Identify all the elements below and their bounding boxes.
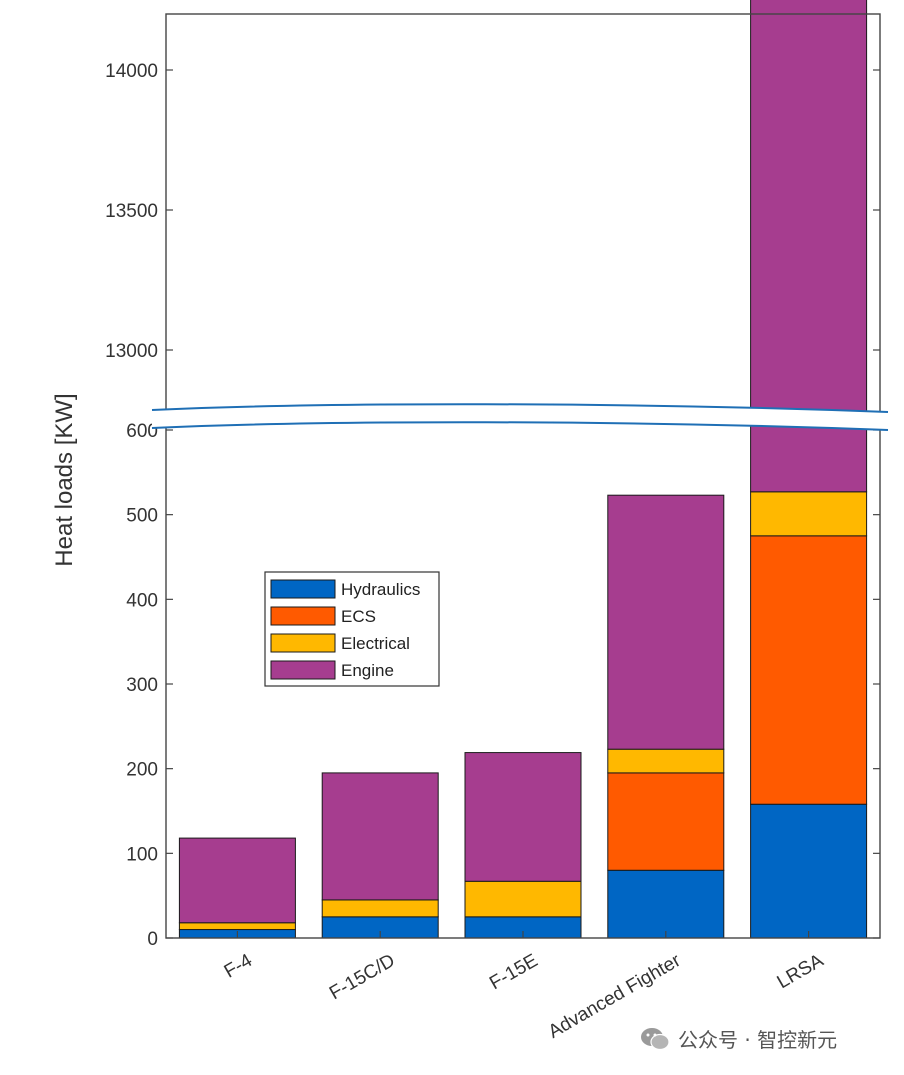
y-tick-label: 500	[126, 506, 158, 527]
x-tick-label: F-15E	[486, 950, 541, 994]
y-tick-label: 100	[126, 844, 158, 865]
y-tick-label: 400	[126, 590, 158, 611]
y-tick-label: 300	[126, 675, 158, 696]
y-tick-label: 13500	[105, 201, 158, 222]
x-tick-label: F-15C/D	[326, 950, 399, 1004]
break-band	[152, 404, 888, 430]
x-tick-label: F-4	[221, 950, 257, 983]
bar-segment-hydraulics-4	[607, 869, 725, 939]
y-axis-label: Heat loads [KW]	[51, 393, 78, 566]
bar-segment-engine-4	[607, 494, 725, 750]
bar-segment-electrical-4	[607, 748, 725, 774]
y-tick-label: 200	[126, 760, 158, 781]
legend: Hydraulics ECS Electrical Engine	[264, 571, 440, 687]
bar-segment-electrical-5	[750, 491, 868, 537]
bar-segment-ecs-4	[607, 772, 725, 871]
bar-segment-electrical-3	[464, 880, 582, 918]
break-line-bottom	[151, 421, 889, 431]
x-tick-label: LRSA	[774, 950, 828, 993]
watermark-text: 公众号 · 智控新元	[678, 1028, 838, 1052]
legend-label-engine: Engine	[341, 661, 394, 680]
legend-swatch-electrical	[270, 633, 336, 653]
legend-swatch-hydraulics	[270, 579, 336, 599]
bar-segment-engine-1	[178, 837, 296, 924]
legend-label-hydraulics: Hydraulics	[341, 580, 420, 599]
legend-swatch-engine	[270, 660, 336, 680]
legend-label-electrical: Electrical	[341, 634, 410, 653]
bar-segment-engine-2	[321, 772, 439, 901]
y-tick-label: 600	[126, 421, 158, 442]
break-line-top	[151, 403, 889, 413]
legend-label-ecs: ECS	[341, 607, 376, 626]
bar-segment-hydraulics-5	[750, 803, 868, 939]
legend-swatch-ecs	[270, 606, 336, 626]
axis-break	[151, 403, 889, 431]
bar-segment-electrical-2	[321, 899, 439, 918]
bar-segment-electrical-1	[178, 922, 296, 931]
y-tick-label: 14000	[105, 61, 158, 82]
bars-layer	[178, 0, 868, 939]
bar-segment-engine-3	[464, 752, 582, 882]
y-tick-label: 0	[147, 929, 158, 950]
bar-segment-ecs-5	[750, 535, 868, 805]
wechat-icon	[641, 1027, 670, 1050]
watermark: 公众号 · 智控新元	[640, 1024, 837, 1053]
axis-ticks: 0100200300400500600130001350014000145001…	[105, 61, 880, 950]
y-tick-label: 13000	[105, 341, 158, 362]
